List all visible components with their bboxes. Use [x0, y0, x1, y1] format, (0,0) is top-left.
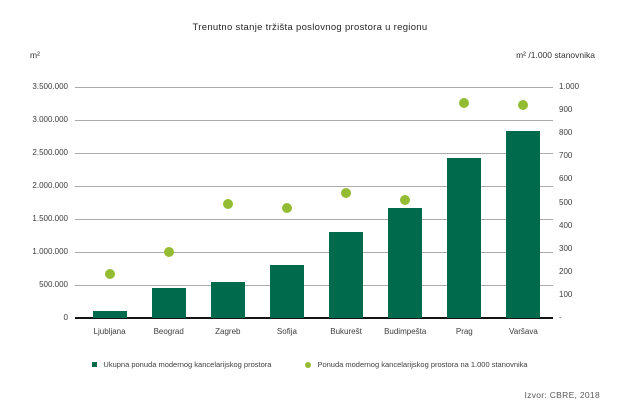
- gridline-2000000: [75, 186, 553, 187]
- legend-item-bar-series: Ukupna ponuda modernog kancelarijskog pr…: [92, 360, 271, 369]
- left-axis-tick-2500000: 2.500.000: [32, 148, 68, 157]
- right-axis-tick-800: 800: [559, 128, 573, 138]
- gridline-3500000: [75, 87, 553, 88]
- point-zagreb: [222, 198, 233, 209]
- left-axis-tick-1000000: 1.000.000: [32, 247, 68, 256]
- category-label-varsava: Varšava: [509, 327, 538, 336]
- point-beograd: [163, 247, 174, 258]
- point-bukurest: [341, 188, 352, 199]
- left-axis-tick-0: 0: [63, 313, 68, 322]
- chart-title: Trenutno stanje tržišta poslovnog prosto…: [192, 22, 428, 33]
- right-axis-unit-label: m² /1.000 stanovnika: [516, 50, 595, 60]
- category-label-bukurest: Bukurešt: [330, 327, 362, 336]
- legend-label-bar-series: Ukupna ponuda modernog kancelarijskog pr…: [103, 360, 272, 369]
- left-axis-tick-2000000: 2.000.000: [32, 181, 68, 190]
- gridline-500000: [75, 285, 553, 286]
- point-budimpesta: [400, 195, 411, 206]
- source-caption: Izvor: CBRE, 2018: [524, 390, 600, 400]
- left-axis-tick-500000: 500.000: [39, 280, 68, 289]
- bar-prag: [447, 158, 482, 318]
- bar-budimpesta: [388, 207, 423, 318]
- point-varsava: [518, 100, 529, 111]
- bar-bukurest: [329, 232, 364, 318]
- gridline-2500000: [75, 153, 553, 154]
- left-axis-tick-1500000: 1.500.000: [32, 214, 68, 223]
- gridline-1500000: [75, 219, 553, 220]
- right-axis-tick-0: -: [559, 313, 562, 322]
- category-label-budimpesta: Budimpešta: [384, 327, 427, 336]
- point-prag: [459, 98, 470, 109]
- right-axis-tick-400: 400: [559, 220, 573, 230]
- legend-item-scatter-series: Ponuda modernog kancelarijskog prostora …: [305, 360, 528, 369]
- bar-sofija: [269, 265, 304, 318]
- legend-label-scatter-series: Ponuda modernog kancelarijskog prostora …: [317, 360, 528, 369]
- category-label-beograd: Beograd: [153, 327, 184, 336]
- gridline-1000000: [75, 252, 553, 253]
- right-axis-tick-900: 900: [559, 105, 573, 115]
- category-label-prag: Prag: [455, 327, 473, 336]
- category-label-sofija: Sofija: [276, 327, 297, 336]
- left-axis-tick-3000000: 3.000.000: [32, 115, 68, 124]
- gridline-3000000: [75, 120, 553, 121]
- left-axis-unit-label: m²: [30, 50, 40, 60]
- chart-legend: Ukupna ponuda modernog kancelarijskog pr…: [0, 360, 620, 369]
- right-axis-tick-300: 300: [559, 243, 573, 253]
- scatter-series-swatch-icon: [305, 361, 312, 368]
- point-sofija: [281, 203, 292, 214]
- left-axis-tick-3500000: 3.500.000: [32, 82, 68, 91]
- category-label-ljubljana: Ljubljana: [93, 327, 126, 336]
- bar-ljubljana: [92, 311, 127, 318]
- right-axis-tick-700: 700: [559, 151, 573, 161]
- bar-varsava: [506, 130, 541, 318]
- right-axis-tick-1000: 1.000: [559, 82, 580, 91]
- bar-series-swatch-icon: [92, 362, 98, 367]
- bar-beograd: [151, 287, 186, 318]
- point-ljubljana: [104, 269, 115, 280]
- right-axis-tick-100: 100: [559, 289, 573, 299]
- right-axis-tick-600: 600: [559, 174, 573, 184]
- bar-zagreb: [210, 281, 245, 318]
- x-axis-line: [75, 317, 553, 319]
- right-axis-tick-200: 200: [559, 266, 573, 276]
- right-axis-tick-500: 500: [559, 197, 573, 207]
- category-label-zagreb: Zagreb: [215, 327, 241, 336]
